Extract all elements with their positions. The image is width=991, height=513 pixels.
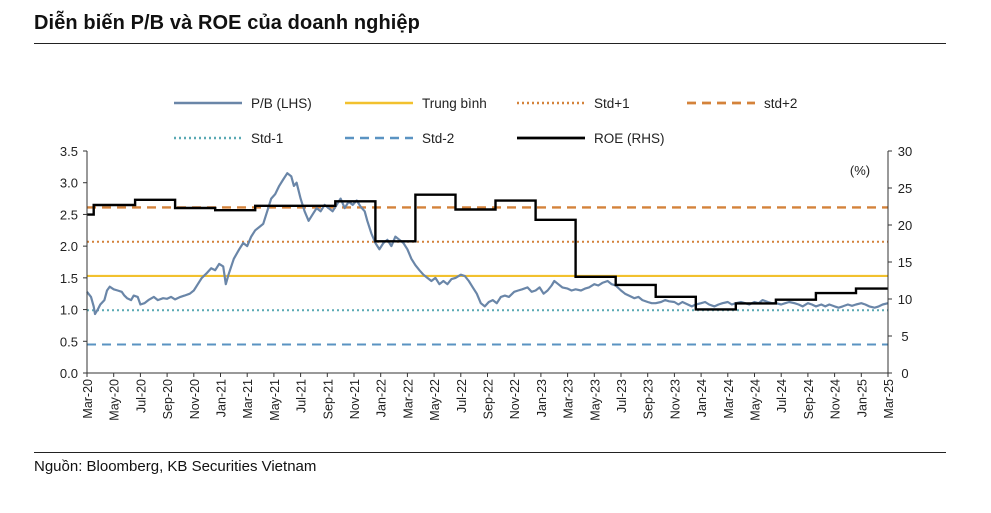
pb-roe-chart: P/B (LHS) Trung bình Std+1 std+2 Std-1 Std-2 R… [60,96,912,421]
x-tick-label: Jan-23 [535,379,549,417]
right-tick-label: 20 [898,218,912,233]
series-layer [86,172,889,316]
legend-item-pb: P/B (LHS) [174,96,312,111]
left-tick-label: 0.5 [60,334,78,349]
x-tick-label: Nov-22 [508,379,522,419]
legend-item-stdm1: Std-1 [174,131,283,146]
chart-axes: 0.0 0.5 1.0 1.5 2.0 2.5 3.0 3.5 0 5 10 15 20 25 30 (%) M… [60,144,912,421]
right-tick-label: 10 [898,292,912,307]
left-tick-label: 2.0 [60,239,78,254]
x-tick-label: Mar-23 [562,379,576,419]
roe-line [87,193,888,311]
legend-label: Std-2 [422,131,454,146]
right-tick-label: 30 [898,144,912,159]
reference-lines [87,206,888,346]
source-divider [34,452,946,453]
left-tick-label: 3.5 [60,144,78,159]
legend-item-roe: ROE (RHS) [517,131,665,146]
x-tick-label: Sep-20 [161,379,175,419]
x-tick-label: Nov-23 [668,379,682,419]
legend-label: Trung bình [422,96,487,111]
x-tick-label: Sep-23 [642,379,656,419]
left-tick-label: 0.0 [60,366,78,381]
x-tick-label: Jan-22 [375,379,389,417]
x-tick-label: Mar-21 [241,379,255,419]
left-tick-label: 2.5 [60,207,78,222]
left-tick-label: 1.0 [60,303,78,318]
pb-line [86,172,889,316]
x-tick-label: Nov-24 [829,379,843,419]
x-tick-label: Jan-25 [855,379,869,417]
left-tick-label: 1.5 [60,271,78,286]
legend-label: P/B (LHS) [251,96,312,111]
legend-item-std1: Std+1 [517,96,630,111]
legend-label: ROE (RHS) [594,131,665,146]
right-tick-label: 5 [901,329,908,344]
x-tick-label: Jul-24 [775,379,789,413]
x-tick-label: Sep-21 [321,379,335,419]
x-tick-label: Jul-22 [455,379,469,413]
legend-item-stdm2: Std-2 [345,131,454,146]
x-tick-label: Jul-20 [134,379,148,413]
x-tick-label: Mar-20 [81,379,95,419]
x-tick-label: May-22 [428,379,442,421]
legend-item-mean: Trung bình [345,96,487,111]
legend-item-std2: std+2 [687,96,797,111]
chart-legend: P/B (LHS) Trung bình Std+1 std+2 Std-1 Std-2 R… [174,96,797,146]
right-tick-label: 0 [901,366,908,381]
x-tick-label: Mar-24 [722,379,736,419]
x-tick-label: May-21 [268,379,282,421]
source-note: Nguồn: Bloomberg, KB Securities Vietnam [34,458,317,475]
title-divider [34,43,946,44]
x-tick-label: May-23 [588,379,602,421]
right-axis-unit: (%) [850,163,870,178]
legend-label: Std+1 [594,96,630,111]
x-tick-label: Nov-21 [348,379,362,419]
legend-label: Std-1 [251,131,283,146]
x-tick-label: May-20 [108,379,122,421]
x-tick-label: Jul-21 [295,379,309,413]
x-tick-label: Jan-21 [215,379,229,417]
x-tick-label: Sep-24 [802,379,816,419]
x-tick-label: Nov-20 [188,379,202,419]
x-tick-label: Jan-24 [695,379,709,417]
x-tick-label: Mar-22 [401,379,415,419]
left-tick-label: 3.0 [60,176,78,191]
right-tick-label: 25 [898,181,912,196]
x-tick-label: May-24 [749,379,763,421]
x-tick-label: Jul-23 [615,379,629,413]
page-title: Diễn biến P/B và ROE của doanh nghiệp [34,12,420,34]
x-tick-label: Mar-25 [882,379,896,419]
right-tick-label: 15 [898,255,912,270]
legend-label: std+2 [764,96,797,111]
x-tick-label: Sep-22 [482,379,496,419]
